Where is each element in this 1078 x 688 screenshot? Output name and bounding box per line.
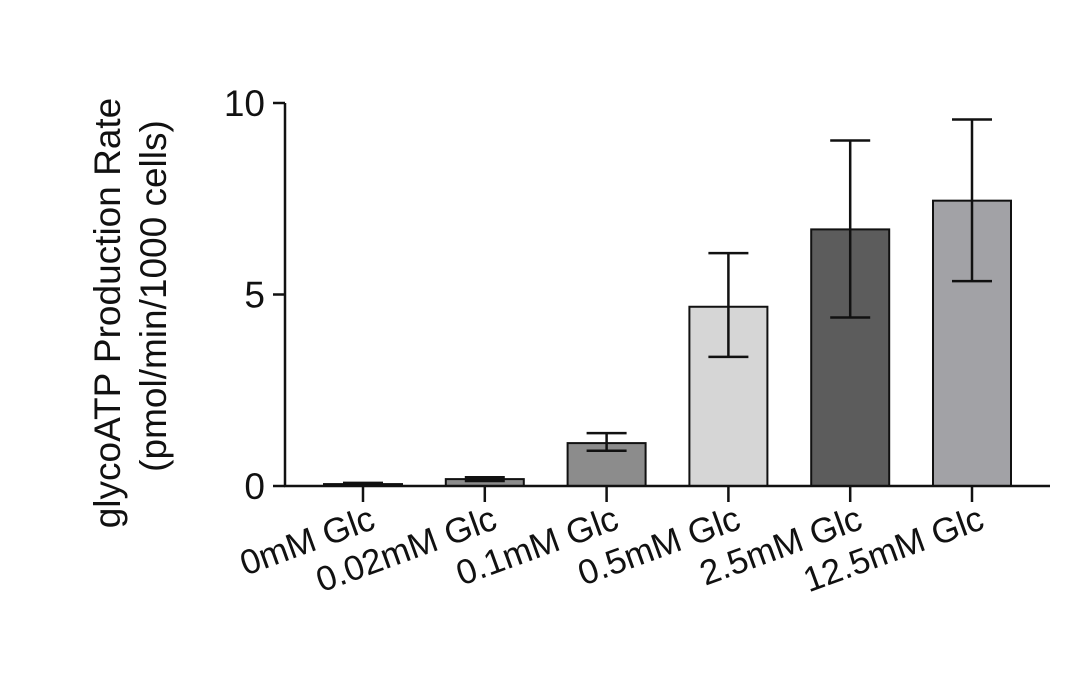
error-bar xyxy=(830,139,871,319)
y-tick-label: 5 xyxy=(244,275,265,316)
y-axis-title: glycoATP Production Rate (pmol/min/1000 … xyxy=(87,98,174,529)
y-axis: 0 5 10 xyxy=(224,83,287,507)
y-tick-label: 10 xyxy=(224,83,265,124)
y-axis-title-line-2: (pmol/min/1000 cells) xyxy=(133,120,174,472)
bars xyxy=(323,199,1012,488)
error-bars xyxy=(343,118,992,487)
error-bar xyxy=(464,475,505,483)
error-bar xyxy=(952,118,992,283)
error-bar xyxy=(586,431,627,453)
y-tick-label: 0 xyxy=(244,466,265,507)
y-axis-title-line-1: glycoATP Production Rate xyxy=(87,98,128,529)
error-bar xyxy=(708,251,749,359)
error-bar xyxy=(343,481,383,487)
